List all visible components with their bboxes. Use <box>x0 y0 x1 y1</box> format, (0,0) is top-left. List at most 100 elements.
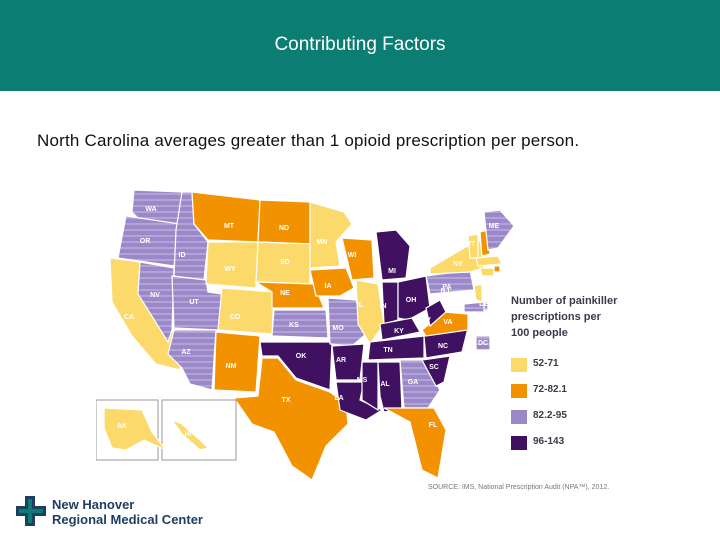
state-label-ca: CA <box>124 314 134 321</box>
us-map-svg: WA OR CA ID NV UT AZ MT WY CO NM ND SD NE KS OK TX MN IA MO… <box>96 189 515 481</box>
source-note: SOURCE: IMS, National Prescription Audit… <box>428 484 610 491</box>
state-label-mo: MO <box>332 325 344 332</box>
state-label-ok: OK <box>296 353 307 360</box>
state-label-nm: NM <box>226 363 237 370</box>
state-label-ma: MA <box>503 260 514 267</box>
logo-line-2: Regional Medical Center <box>52 512 203 527</box>
state-mt <box>191 191 261 243</box>
state-label-ne: NE <box>280 290 290 297</box>
state-label-ri: RI <box>502 271 509 278</box>
state-label-ut: UT <box>189 299 199 306</box>
page-title: Contributing Factors <box>274 34 446 55</box>
state-ne <box>253 281 325 309</box>
state-label-mn: MN <box>317 239 328 246</box>
state-ky <box>379 317 421 341</box>
state-ar <box>331 343 365 381</box>
state-wy <box>205 241 259 289</box>
state-ga <box>399 359 441 409</box>
legend-label: 52-71 <box>533 358 559 369</box>
state-hi <box>170 418 210 451</box>
state-label-dc: DC <box>478 340 488 347</box>
us-map: WA OR CA ID NV UT AZ MT WY CO NM ND SD NE KS OK TX MN IA MO… <box>96 184 616 504</box>
state-co <box>217 287 275 335</box>
hospital-logo: New Hanover Regional Medical Center <box>14 494 214 528</box>
state-label-ct: CT <box>491 283 501 290</box>
state-tn <box>367 335 425 361</box>
state-label-sc: SC <box>429 364 439 371</box>
state-label-me: ME <box>489 223 500 230</box>
state-wi <box>341 237 375 281</box>
state-label-vt: VT <box>467 241 477 248</box>
state-label-fl: FL <box>429 422 438 429</box>
state-mi <box>375 229 411 281</box>
state-label-va: VA <box>443 319 452 326</box>
state-label-tn: TN <box>383 347 392 354</box>
state-md <box>463 301 485 313</box>
state-nm <box>213 331 261 393</box>
legend-swatch <box>511 358 527 372</box>
legend-title: Number of painkiller prescriptions per 1… <box>511 295 618 339</box>
state-il <box>355 279 385 346</box>
legend-swatch <box>511 436 527 450</box>
state-label-hi: HI <box>185 431 192 438</box>
state-ma <box>475 255 503 267</box>
state-label-ga: GA <box>408 379 419 386</box>
state-label-la: LA <box>334 395 343 402</box>
state-label-pa: PA <box>442 284 451 291</box>
state-label-sd: SD <box>280 259 290 266</box>
hawaii-inset <box>161 399 237 461</box>
state-label-ia: IA <box>325 283 332 290</box>
state-nv <box>137 261 175 344</box>
state-label-ak: AK <box>117 423 127 430</box>
state-label-nv: NV <box>150 292 160 299</box>
state-label-al: AL <box>380 381 390 388</box>
state-label-co: CO <box>230 314 241 321</box>
state-mo <box>327 297 367 347</box>
state-label-id: ID <box>179 252 186 259</box>
legend-item: 96-143 <box>511 436 621 452</box>
state-label-de: DE <box>479 301 489 308</box>
state-ia <box>309 267 355 297</box>
state-sc <box>421 355 451 387</box>
cross-logo-icon <box>16 496 46 526</box>
state-label-nj: NJ <box>441 288 450 295</box>
state-label-or: OR <box>140 238 151 245</box>
state-ak <box>103 407 167 451</box>
legend-swatch <box>511 384 527 398</box>
state-label-ks: KS <box>289 322 299 329</box>
state-dc <box>475 335 491 351</box>
state-label-ny: NY <box>453 261 463 268</box>
legend-label: 96-143 <box>533 436 565 447</box>
state-in <box>381 281 399 325</box>
state-az <box>167 329 217 391</box>
state-label-nc: NC <box>438 343 448 350</box>
legend-label: 72-82.1 <box>533 384 567 395</box>
header-bar: Contributing Factors <box>0 0 720 91</box>
state-label-mt: MT <box>224 223 235 230</box>
legend-swatch <box>511 410 527 424</box>
state-label-nd: ND <box>279 225 289 232</box>
state-label-in: IN <box>380 303 387 310</box>
state-fl <box>383 407 447 479</box>
state-label-oh: OH <box>406 297 417 304</box>
legend-item: 82.2-95 <box>511 410 621 426</box>
state-label-wy: WY <box>224 266 236 273</box>
state-label-ar: AR <box>336 357 346 364</box>
state-ks <box>271 309 329 339</box>
state-mn <box>309 201 353 269</box>
legend-item: 52-71 <box>511 358 621 374</box>
state-label-wi: WI <box>348 252 357 259</box>
state-label-wv: WV <box>419 317 431 324</box>
state-label-nh: NH <box>492 251 502 258</box>
legend-label: 82.2-95 <box>533 410 567 421</box>
logo-line-1: New Hanover <box>52 497 135 512</box>
state-label-wa: WA <box>145 206 156 213</box>
state-label-az: AZ <box>181 349 191 356</box>
state-label-ky: KY <box>394 328 404 335</box>
state-nd <box>257 199 311 245</box>
state-me <box>483 209 515 251</box>
state-ms <box>361 361 379 412</box>
state-label-il: IL <box>357 302 364 309</box>
state-label-ms: MS <box>357 377 368 384</box>
subtitle-text: North Carolina averages greater than 1 o… <box>37 131 580 150</box>
